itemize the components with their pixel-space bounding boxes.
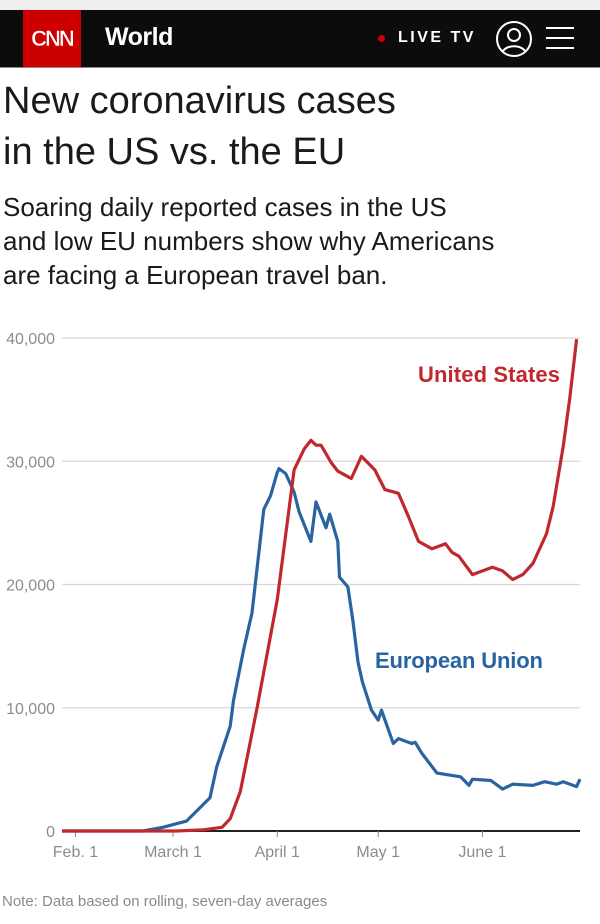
user-icon[interactable] xyxy=(496,21,532,57)
cnn-logo[interactable]: CNN xyxy=(23,10,81,67)
live-tv-link[interactable]: LIVE TV xyxy=(378,29,476,47)
x-tick-label: April 1 xyxy=(255,844,300,861)
live-tv-label: LIVE TV xyxy=(398,29,476,46)
top-navbar: CNN World LIVE TV xyxy=(0,10,600,68)
menu-icon[interactable] xyxy=(546,27,574,49)
y-tick-label: 20,000 xyxy=(6,578,55,595)
subheadline-line: are facing a European travel ban. xyxy=(3,260,388,290)
x-tick-label: May 1 xyxy=(356,844,400,861)
headline-line: in the US vs. the EU xyxy=(3,131,346,173)
y-tick-label: 0 xyxy=(46,824,55,841)
chart-note: Note: Data based on rolling, seven-day a… xyxy=(2,893,328,910)
subheadline-line: Soaring daily reported cases in the US xyxy=(3,192,447,222)
us-series-line xyxy=(62,339,579,833)
x-tick-label: June 1 xyxy=(458,844,506,861)
x-tick-label: March 1 xyxy=(144,844,202,861)
eu-series-label: European Union xyxy=(375,648,543,673)
us-series-label: United States xyxy=(418,362,560,387)
headline-line: New coronavirus cases xyxy=(3,80,396,122)
y-tick-label: 10,000 xyxy=(6,701,55,718)
headline: New coronavirus cases in the US vs. the … xyxy=(3,76,593,178)
eu-series-line xyxy=(62,467,582,833)
live-dot-icon xyxy=(378,34,385,42)
section-title[interactable]: World xyxy=(105,23,173,51)
x-tick-label: Feb. 1 xyxy=(53,844,98,861)
logo-text: CNN xyxy=(31,25,75,51)
subheadline-line: and low EU numbers show why Americans xyxy=(3,226,495,256)
y-tick-label: 30,000 xyxy=(6,454,55,471)
line-chart: 0 10,000 20,000 30,000 40,000 Feb. 1 March 1 Ap… xyxy=(6,331,582,861)
y-tick-label: 40,000 xyxy=(6,331,55,348)
subheadline: Soaring daily reported cases in the US a… xyxy=(3,190,598,292)
status-strip xyxy=(0,0,600,10)
